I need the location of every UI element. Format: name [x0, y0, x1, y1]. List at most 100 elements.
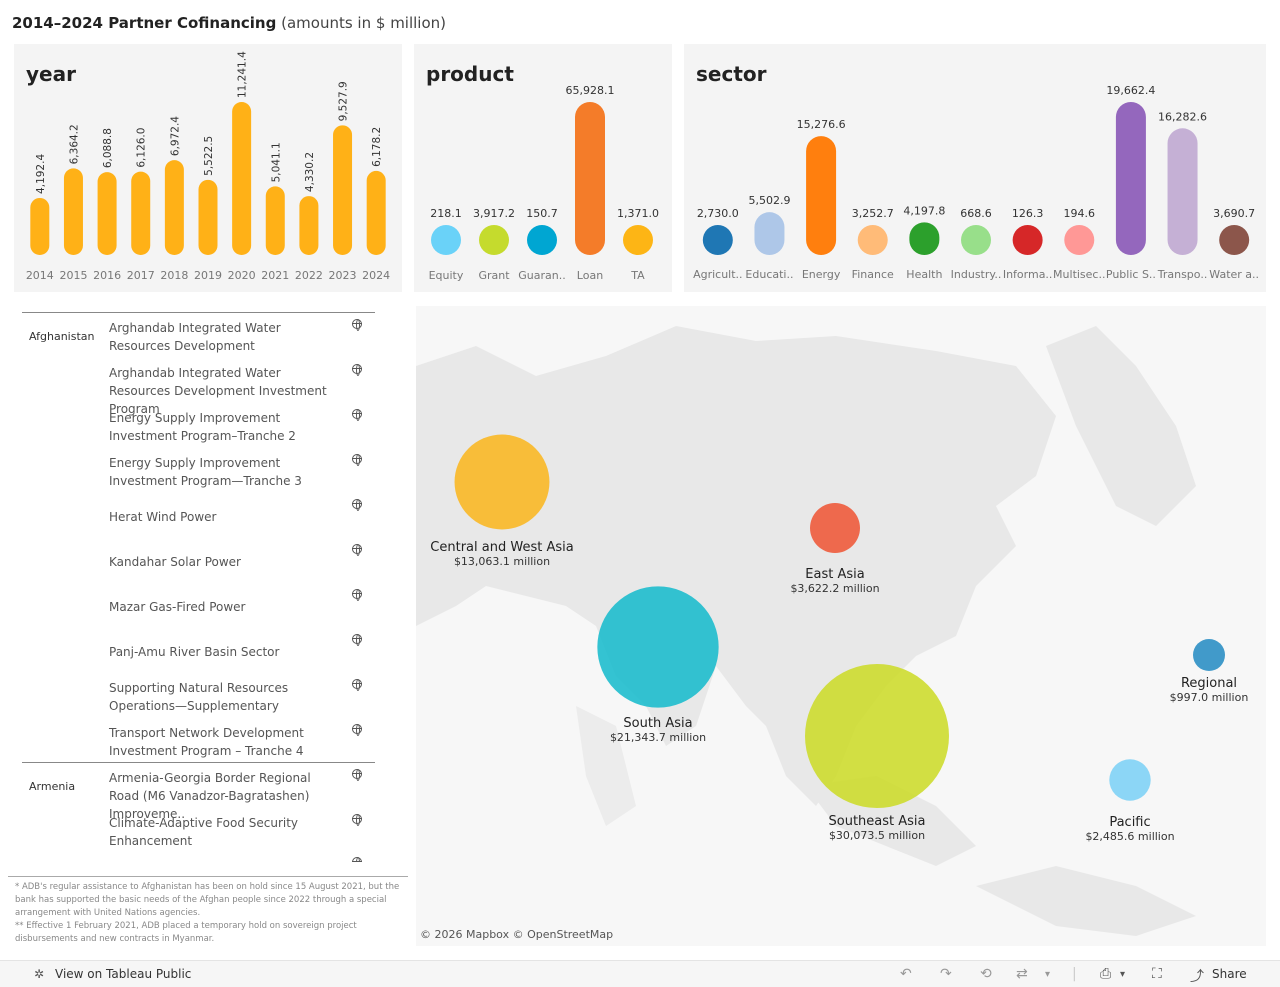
- bar-2021[interactable]: [265, 186, 285, 255]
- region-name: Southeast Asia: [828, 814, 926, 829]
- bar-2016[interactable]: [97, 172, 117, 255]
- region-bubble-regional[interactable]: [1193, 639, 1225, 671]
- project-link[interactable]: Panj-Amu River Basin Sector: [109, 645, 280, 659]
- project-link[interactable]: Arghandab Integrated Water Resources Dev…: [109, 321, 281, 353]
- region-amount: $2,485.6 million: [1085, 830, 1175, 843]
- bar-TA[interactable]: [623, 225, 653, 255]
- bar-2019[interactable]: [198, 179, 218, 255]
- list-divider: [22, 312, 375, 313]
- globe-icon[interactable]: [352, 769, 362, 781]
- bar-value-label: 2,730.0: [697, 207, 739, 220]
- bar-value-label: 4,330.2: [304, 152, 316, 192]
- category-tick-label: Grant: [478, 269, 510, 282]
- bar-value-label: 3,690.7: [1213, 207, 1255, 220]
- bar-2017[interactable]: [131, 171, 151, 255]
- project-link[interactable]: Kandahar Solar Power: [109, 555, 241, 569]
- bar-value-label: 194.6: [1064, 207, 1096, 220]
- redo-icon[interactable]: ↷: [940, 966, 952, 982]
- globe-icon[interactable]: [352, 409, 362, 421]
- bar-Transpo..[interactable]: [1167, 128, 1198, 255]
- tableau-toolbar: ✲ View on Tableau Public ↶ ↷ ⟲ ⇄ ▾ | ⎙ ▾…: [0, 960, 1280, 987]
- share-button[interactable]: Share: [1212, 967, 1247, 981]
- globe-icon[interactable]: [352, 364, 362, 376]
- year-chart: 4,192.4 2014 6,364.2 2015 6,088.8 2016 6,126.0…: [26, 51, 390, 282]
- bar-Energy[interactable]: [806, 136, 837, 255]
- region-bubble-east-asia[interactable]: [810, 503, 860, 553]
- bar-Finance[interactable]: [857, 225, 888, 255]
- download-icon[interactable]: ⎙: [1100, 966, 1112, 982]
- revert-icon[interactable]: ⟲: [980, 966, 992, 982]
- globe-icon[interactable]: [352, 319, 362, 331]
- region-bubble-south-asia[interactable]: [597, 586, 719, 708]
- region-amount: $13,063.1 million: [453, 555, 551, 568]
- region-bubbles[interactable]: [416, 306, 1266, 946]
- footnote-divider: [8, 876, 408, 877]
- bar-Agricult..[interactable]: [702, 225, 733, 255]
- region-bubble-southeast-asia[interactable]: [805, 664, 949, 808]
- project-link[interactable]: Energy Supply Improvement Investment Pro…: [109, 456, 302, 488]
- bar-2014[interactable]: [30, 197, 50, 255]
- project-link[interactable]: Energy Supply Improvement Investment Pro…: [109, 411, 296, 443]
- bar-Industry..[interactable]: [961, 225, 991, 255]
- bar-Educati..[interactable]: [754, 212, 785, 255]
- bar-Loan[interactable]: [575, 102, 605, 255]
- project-link[interactable]: Mazar Gas-Fired Power: [109, 600, 246, 614]
- globe-icon[interactable]: [352, 857, 362, 862]
- globe-icon[interactable]: [352, 679, 362, 691]
- chevron-down-icon[interactable]: ▾: [1120, 969, 1126, 980]
- region-bubble-central-and-west-asia[interactable]: [454, 434, 550, 530]
- sector-chart-title: sector: [696, 62, 767, 86]
- region-map[interactable]: Central and West Asia $13,063.1 million …: [416, 306, 1266, 946]
- region-label-pacific: Pacific $2,485.6 million: [1085, 815, 1174, 843]
- bar-2022[interactable]: [299, 196, 319, 255]
- region-amount: $21,343.7 million: [609, 731, 707, 744]
- bar-Informa..[interactable]: [1012, 225, 1043, 255]
- category-tick-label: Energy: [802, 268, 841, 281]
- category-tick-label: 2023: [329, 269, 357, 282]
- globe-icon[interactable]: [352, 814, 362, 826]
- bar-value-label: 1,371.0: [617, 207, 659, 220]
- category-tick-label: Multisec..: [1053, 268, 1105, 281]
- bar-Multisec..[interactable]: [1064, 225, 1095, 255]
- globe-icon[interactable]: [352, 634, 362, 646]
- project-list[interactable]: Afghanistan Arghandab Integrated Water R…: [22, 312, 376, 862]
- tableau-logo-icon[interactable]: ✲: [34, 967, 45, 981]
- bar-value-label: 3,917.2: [473, 207, 515, 220]
- undo-icon[interactable]: ↶: [900, 966, 912, 982]
- project-link[interactable]: Armenia-Georgia Border Regional Road (M6…: [109, 771, 311, 821]
- region-label-regional: Regional $997.0 million: [1170, 676, 1249, 704]
- bar-2024[interactable]: [366, 170, 386, 255]
- bar-Water a..[interactable]: [1219, 225, 1250, 255]
- chevron-down-icon[interactable]: ▾: [1045, 969, 1051, 980]
- globe-icon[interactable]: [352, 589, 362, 601]
- globe-icon[interactable]: [352, 454, 362, 466]
- globe-icon[interactable]: [352, 544, 362, 556]
- bar-2023[interactable]: [333, 125, 353, 255]
- project-link[interactable]: Herat Wind Power: [109, 510, 217, 524]
- bar-Grant[interactable]: [479, 225, 509, 255]
- region-bubble-pacific[interactable]: [1109, 759, 1151, 801]
- category-tick-label: Health: [906, 268, 942, 281]
- bar-Guaran..[interactable]: [527, 225, 557, 255]
- map-attribution[interactable]: © 2026 Mapbox © OpenStreetMap: [420, 928, 614, 941]
- project-link[interactable]: Supporting Natural Resources Operations—…: [109, 681, 289, 713]
- bar-value-label: 4,192.4: [35, 154, 47, 194]
- bar-2018[interactable]: [164, 160, 184, 255]
- region-name: South Asia: [623, 716, 693, 731]
- project-link[interactable]: Climate-Adaptive Food Security Enhanceme…: [109, 816, 299, 848]
- list-divider: [22, 762, 375, 763]
- globe-icon[interactable]: [352, 499, 362, 511]
- share-icon[interactable]: ⤴: [1190, 969, 1204, 985]
- bar-Public S..[interactable]: [1115, 102, 1146, 255]
- region-label-east-asia: East Asia $3,622.2 million: [790, 567, 879, 595]
- bar-2020[interactable]: [232, 102, 252, 255]
- project-link[interactable]: Transport Network Development Investment…: [109, 726, 304, 758]
- bar-Health[interactable]: [909, 222, 940, 255]
- bar-Equity[interactable]: [431, 225, 461, 255]
- globe-icon[interactable]: [352, 724, 362, 736]
- fullscreen-icon[interactable]: ⛶: [1152, 966, 1162, 982]
- view-on-tableau-link[interactable]: View on Tableau Public: [55, 967, 192, 981]
- bar-2015[interactable]: [63, 168, 83, 255]
- refresh-icon[interactable]: ⇄: [1016, 966, 1028, 982]
- project-link[interactable]: Arghandab Integrated Water Resources Dev…: [109, 366, 327, 416]
